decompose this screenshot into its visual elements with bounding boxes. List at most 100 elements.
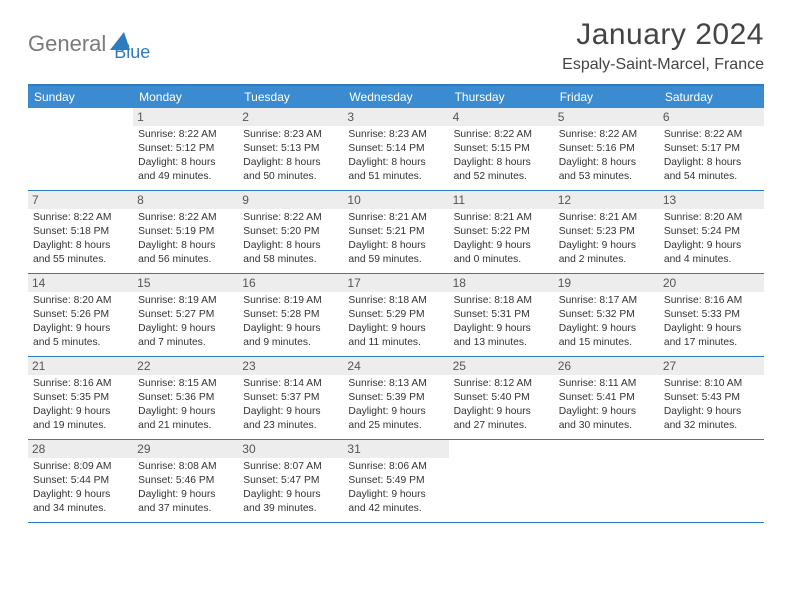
calendar: SundayMondayTuesdayWednesdayThursdayFrid… (28, 84, 764, 523)
day-data: Sunrise: 8:21 AMSunset: 5:22 PMDaylight:… (454, 211, 549, 267)
weekday-header: Tuesday (238, 86, 343, 108)
day-number: 29 (133, 440, 238, 458)
sunset-line: Sunset: 5:40 PM (454, 391, 549, 405)
sunrise-line: Sunrise: 8:20 AM (33, 294, 128, 308)
day-number: 11 (449, 191, 554, 209)
day-cell: 12Sunrise: 8:21 AMSunset: 5:23 PMDayligh… (554, 191, 659, 273)
day-data: Sunrise: 8:23 AMSunset: 5:14 PMDaylight:… (348, 128, 443, 184)
day-number: 6 (659, 108, 764, 126)
title-block: January 2024 Espaly-Saint-Marcel, France (562, 18, 764, 74)
sunrise-line: Sunrise: 8:22 AM (33, 211, 128, 225)
weekday-header: Sunday (28, 86, 133, 108)
day-cell: 28Sunrise: 8:09 AMSunset: 5:44 PMDayligh… (28, 440, 133, 522)
weekday-header: Saturday (659, 86, 764, 108)
sunrise-line: Sunrise: 8:19 AM (243, 294, 338, 308)
sunset-line: Sunset: 5:22 PM (454, 225, 549, 239)
day-number: 5 (554, 108, 659, 126)
day-data: Sunrise: 8:22 AMSunset: 5:15 PMDaylight:… (454, 128, 549, 184)
day-number: 12 (554, 191, 659, 209)
day-data: Sunrise: 8:22 AMSunset: 5:19 PMDaylight:… (138, 211, 233, 267)
sunrise-line: Sunrise: 8:21 AM (559, 211, 654, 225)
day-cell: 13Sunrise: 8:20 AMSunset: 5:24 PMDayligh… (659, 191, 764, 273)
sunset-line: Sunset: 5:18 PM (33, 225, 128, 239)
day-number: 3 (343, 108, 448, 126)
sunrise-line: Sunrise: 8:10 AM (664, 377, 759, 391)
day-number: 16 (238, 274, 343, 292)
day-cell: 18Sunrise: 8:18 AMSunset: 5:31 PMDayligh… (449, 274, 554, 356)
daylight-line: Daylight: 9 hours and 34 minutes. (33, 488, 128, 516)
day-number: 15 (133, 274, 238, 292)
day-cell: 7Sunrise: 8:22 AMSunset: 5:18 PMDaylight… (28, 191, 133, 273)
day-number: 21 (28, 357, 133, 375)
day-data: Sunrise: 8:17 AMSunset: 5:32 PMDaylight:… (559, 294, 654, 350)
sunset-line: Sunset: 5:41 PM (559, 391, 654, 405)
day-cell: 19 Sunrise: 8:17 AMSunset: 5:32 PMDayligh… (554, 274, 659, 356)
day-number: 20 (659, 274, 764, 292)
sunset-line: Sunset: 5:32 PM (559, 308, 654, 322)
day-data: Sunrise: 8:20 AMSunset: 5:24 PMDaylight:… (664, 211, 759, 267)
daylight-line: Daylight: 9 hours and 4 minutes. (664, 239, 759, 267)
calendar-week: 14Sunrise: 8:20 AMSunset: 5:26 PMDayligh… (28, 274, 764, 357)
day-cell: 2Sunrise: 8:23 AMSunset: 5:13 PMDaylight… (238, 108, 343, 190)
daylight-line: Daylight: 9 hours and 42 minutes. (348, 488, 443, 516)
day-cell: 27Sunrise: 8:10 AMSunset: 5:43 PMDayligh… (659, 357, 764, 439)
sunrise-line: Sunrise: 8:07 AM (243, 460, 338, 474)
day-number: 14 (28, 274, 133, 292)
day-cell: 5 Sunrise: 8:22 AMSunset: 5:16 PMDaylight… (554, 108, 659, 190)
sunrise-line: Sunrise: 8:21 AM (348, 211, 443, 225)
sunset-line: Sunset: 5:43 PM (664, 391, 759, 405)
page-title: January 2024 (562, 18, 764, 52)
daylight-line: Daylight: 9 hours and 30 minutes. (559, 405, 654, 433)
day-cell: 8 Sunrise: 8:22 AMSunset: 5:19 PMDaylight… (133, 191, 238, 273)
sunrise-line: Sunrise: 8:16 AM (33, 377, 128, 391)
sunrise-line: Sunrise: 8:18 AM (454, 294, 549, 308)
day-cell: . (28, 108, 133, 190)
day-cell: 20Sunrise: 8:16 AMSunset: 5:33 PMDayligh… (659, 274, 764, 356)
day-data: Sunrise: 8:22 AMSunset: 5:16 PMDaylight:… (559, 128, 654, 184)
day-data: Sunrise: 8:18 AMSunset: 5:31 PMDaylight:… (454, 294, 549, 350)
sunset-line: Sunset: 5:20 PM (243, 225, 338, 239)
calendar-week: 28Sunrise: 8:09 AMSunset: 5:44 PMDayligh… (28, 440, 764, 523)
day-cell: 23Sunrise: 8:14 AMSunset: 5:37 PMDayligh… (238, 357, 343, 439)
day-data: Sunrise: 8:11 AMSunset: 5:41 PMDaylight:… (559, 377, 654, 433)
daylight-line: Daylight: 9 hours and 2 minutes. (559, 239, 654, 267)
day-number: 19 (554, 274, 659, 292)
sunrise-line: Sunrise: 8:13 AM (348, 377, 443, 391)
day-number: 1 (133, 108, 238, 126)
day-cell: 22Sunrise: 8:15 AMSunset: 5:36 PMDayligh… (133, 357, 238, 439)
sunset-line: Sunset: 5:47 PM (243, 474, 338, 488)
logo-text-general: General (28, 31, 106, 57)
daylight-line: Daylight: 8 hours and 58 minutes. (243, 239, 338, 267)
sunrise-line: Sunrise: 8:18 AM (348, 294, 443, 308)
sunset-line: Sunset: 5:21 PM (348, 225, 443, 239)
daylight-line: Daylight: 9 hours and 27 minutes. (454, 405, 549, 433)
day-cell: 1Sunrise: 8:22 AMSunset: 5:12 PMDaylight… (133, 108, 238, 190)
sunrise-line: Sunrise: 8:22 AM (559, 128, 654, 142)
sunrise-line: Sunrise: 8:22 AM (454, 128, 549, 142)
daylight-line: Daylight: 8 hours and 53 minutes. (559, 156, 654, 184)
day-cell: . (659, 440, 764, 522)
day-data: Sunrise: 8:22 AMSunset: 5:17 PMDaylight:… (664, 128, 759, 184)
day-data: Sunrise: 8:14 AMSunset: 5:37 PMDaylight:… (243, 377, 338, 433)
day-cell: 14Sunrise: 8:20 AMSunset: 5:26 PMDayligh… (28, 274, 133, 356)
daylight-line: Daylight: 9 hours and 37 minutes. (138, 488, 233, 516)
sunset-line: Sunset: 5:12 PM (138, 142, 233, 156)
daylight-line: Daylight: 8 hours and 52 minutes. (454, 156, 549, 184)
day-cell: 25Sunrise: 8:12 AMSunset: 5:40 PMDayligh… (449, 357, 554, 439)
daylight-line: Daylight: 8 hours and 50 minutes. (243, 156, 338, 184)
daylight-line: Daylight: 9 hours and 0 minutes. (454, 239, 549, 267)
sunset-line: Sunset: 5:27 PM (138, 308, 233, 322)
day-number: 10 (343, 191, 448, 209)
sunrise-line: Sunrise: 8:23 AM (243, 128, 338, 142)
day-cell: 4Sunrise: 8:22 AMSunset: 5:15 PMDaylight… (449, 108, 554, 190)
sunrise-line: Sunrise: 8:22 AM (664, 128, 759, 142)
day-number: 8 (133, 191, 238, 209)
day-number: 27 (659, 357, 764, 375)
sunrise-line: Sunrise: 8:11 AM (559, 377, 654, 391)
sunrise-line: Sunrise: 8:17 AM (559, 294, 654, 308)
daylight-line: Daylight: 8 hours and 54 minutes. (664, 156, 759, 184)
day-number: 26 (554, 357, 659, 375)
day-cell: 31Sunrise: 8:06 AMSunset: 5:49 PMDayligh… (343, 440, 448, 522)
day-number: 17 (343, 274, 448, 292)
daylight-line: Daylight: 9 hours and 21 minutes. (138, 405, 233, 433)
